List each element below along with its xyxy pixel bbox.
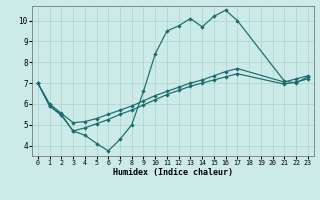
- X-axis label: Humidex (Indice chaleur): Humidex (Indice chaleur): [113, 168, 233, 177]
